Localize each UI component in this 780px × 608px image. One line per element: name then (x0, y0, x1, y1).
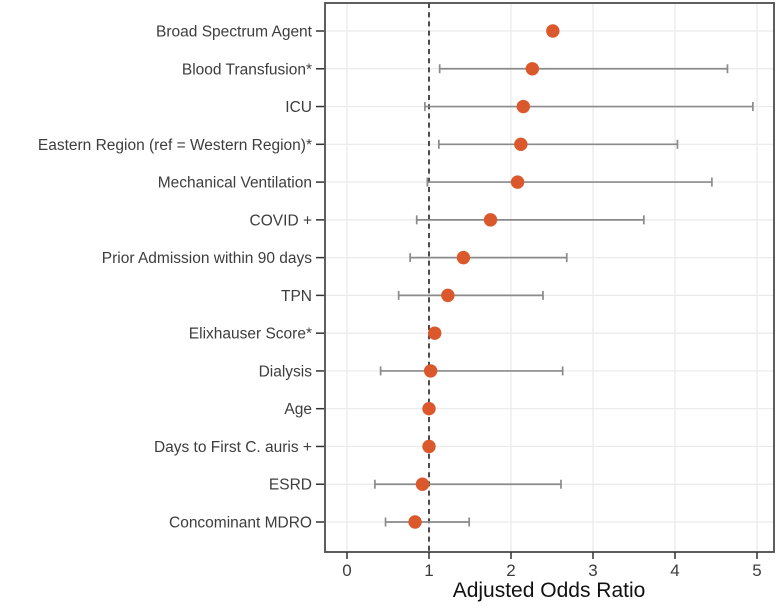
error-bar (379, 366, 564, 376)
y-axis-label: Concominant MDRO (169, 515, 312, 532)
y-axis-label: TPN (281, 288, 312, 305)
y-axis-label: ESRD (269, 477, 312, 494)
error-bar (409, 253, 568, 263)
x-tick-label: 4 (670, 561, 679, 580)
y-axis-label: Mechanical Ventilation (158, 175, 312, 192)
x-tick-label: 1 (424, 561, 433, 580)
axes-layer: Broad Spectrum Agent Blood Transfusion* IC… (38, 24, 762, 581)
x-tick-label: 5 (752, 561, 761, 580)
data-point (514, 137, 528, 152)
y-axis-label: Elixhauser Score* (189, 326, 312, 343)
y-axis-label: Eastern Region (ref = Western Region)* (38, 137, 312, 154)
data-point (546, 24, 560, 38)
error-bar (438, 64, 729, 74)
data-point (510, 175, 525, 189)
x-tick-label: 0 (342, 561, 351, 580)
gridlines-layer (325, 3, 774, 552)
error-bar (426, 177, 713, 187)
data-point (422, 439, 436, 454)
x-tick-label: 2 (506, 561, 515, 580)
error-bar (397, 290, 544, 300)
y-axis-label: Blood Transfusion* (182, 61, 312, 78)
data-point (525, 62, 540, 76)
data-point (422, 401, 436, 416)
data-point (483, 213, 498, 227)
data-point (415, 477, 430, 491)
panel-border (324, 2, 775, 553)
y-axis-label: Age (284, 401, 312, 418)
x-axis-title: Adjusted Odds Ratio (453, 579, 646, 602)
y-axis-label: Broad Spectrum Agent (156, 24, 313, 41)
data-layer (374, 24, 754, 529)
y-axis-label: ICU (285, 99, 312, 116)
data-point (456, 250, 471, 265)
data-point (423, 364, 438, 378)
error-bar (374, 479, 562, 489)
panel-background (325, 3, 774, 552)
panel-border-layer (324, 2, 775, 553)
error-bar (424, 102, 754, 112)
error-bar (437, 139, 679, 149)
data-point (516, 99, 530, 114)
error-bar (415, 215, 645, 225)
data-point (428, 326, 442, 340)
x-tick-label: 3 (588, 561, 597, 580)
y-axis-label: Dialysis (259, 363, 313, 380)
y-axis-label: Prior Admission within 90 days (102, 250, 312, 267)
y-axis-label: COVID + (250, 212, 312, 229)
data-point (441, 288, 455, 303)
data-point (408, 515, 422, 529)
y-axis-label: Days to First C. auris + (154, 439, 312, 456)
error-bar (384, 517, 471, 527)
